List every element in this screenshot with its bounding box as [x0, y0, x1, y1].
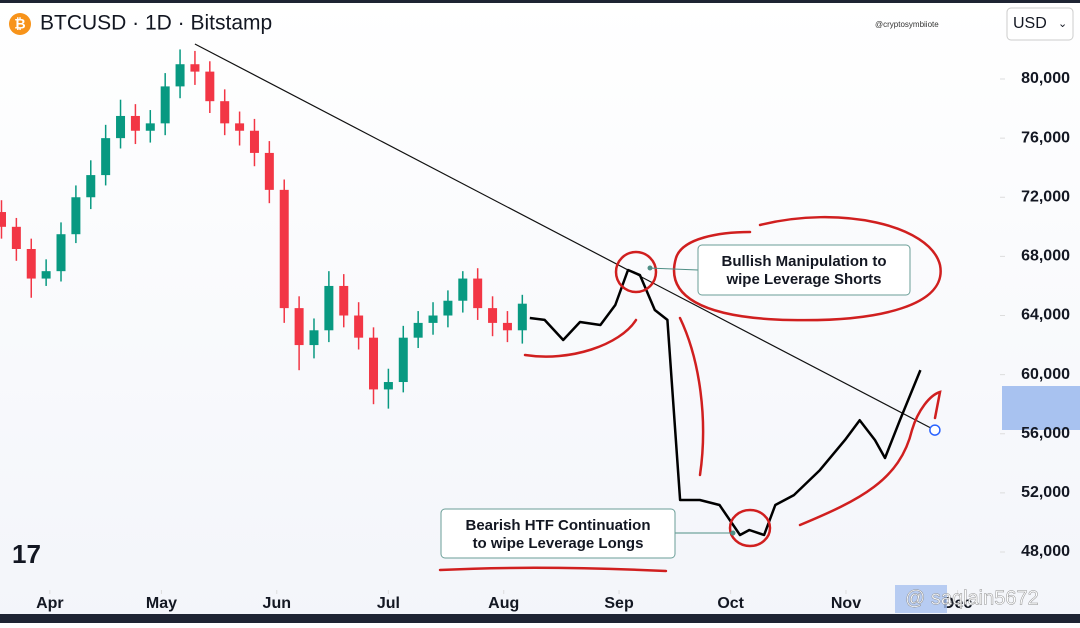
currency-select[interactable] — [1006, 7, 1074, 41]
plot: 48,000 52,000 56,000 60,000 64,000 68,000 72,0… — [0, 43, 1070, 612]
tv-logo: 17 — [12, 539, 41, 569]
candle-body — [101, 138, 111, 176]
candle-body — [502, 322, 512, 331]
y-tick-label: 64,000 — [1021, 307, 1070, 324]
y-tick-label: 68,000 — [1021, 248, 1070, 265]
x-tick-label: Apr — [36, 595, 64, 612]
candle-body — [473, 278, 483, 309]
time-marker — [895, 585, 947, 613]
candle-body — [160, 86, 170, 124]
candle-body — [279, 189, 289, 309]
candle-body — [56, 234, 66, 272]
candle-body — [145, 123, 155, 131]
candle-body — [294, 308, 304, 346]
annotation-dot — [647, 265, 653, 271]
candle-body — [458, 278, 468, 301]
candle-body — [264, 152, 274, 190]
candle-body — [205, 71, 215, 102]
candle-body — [309, 330, 319, 346]
candle-body — [249, 130, 259, 153]
trendline — [194, 43, 936, 431]
dropdown-arrow: ⌄ — [1058, 18, 1067, 30]
annotation-text: wipe Leverage Shorts — [725, 271, 881, 288]
red-underline — [523, 318, 638, 358]
candle-body — [41, 271, 51, 279]
x-tick-label: Oct — [717, 595, 744, 612]
red-stroke — [798, 390, 942, 527]
footer-watermark: @ saqlain5672 — [905, 587, 1039, 609]
y-tick-label: 48,000 — [1021, 543, 1070, 560]
candle-body — [220, 101, 230, 124]
y-tick-label: 80,000 — [1021, 70, 1070, 87]
red-ellipse — [672, 215, 942, 322]
candle-body — [354, 315, 364, 338]
projection-path — [529, 268, 922, 537]
annotation-text: Bearish HTF Continuation — [466, 517, 651, 534]
candle-body — [0, 212, 6, 227]
currency-label: USD — [1013, 15, 1047, 32]
red-underline — [438, 566, 668, 573]
x-tick-label: Dec — [943, 595, 972, 612]
candle-body — [86, 175, 96, 198]
candle-body — [369, 337, 379, 390]
y-tick-label: 56,000 — [1021, 425, 1070, 442]
candle-body — [324, 285, 334, 331]
annotation-text: to wipe Leverage Longs — [473, 535, 644, 552]
x-tick-label: Jul — [377, 595, 400, 612]
x-tick-label: Jun — [263, 595, 291, 612]
candle-body — [488, 308, 498, 323]
x-tick-label: May — [146, 595, 177, 612]
annotation-box — [440, 508, 676, 559]
x-tick-label: Sep — [604, 595, 634, 612]
btc-icon — [9, 13, 31, 35]
candle-body — [130, 115, 140, 131]
title: BTCUSD · 1D · Bitstamp — [40, 12, 272, 35]
candle-body — [339, 285, 349, 316]
candle-body — [175, 64, 185, 87]
watermark: @cryptosymbiiote — [875, 20, 939, 29]
annotation-connector — [647, 267, 699, 271]
candle-body — [11, 226, 21, 249]
top-border — [0, 0, 1080, 3]
annotation-text: Bullish Manipulation to — [722, 253, 887, 270]
candle-body — [517, 303, 527, 331]
bottom-border — [0, 614, 1080, 623]
y-tick-label: 60,000 — [1021, 366, 1070, 383]
candle-body — [235, 123, 245, 131]
y-tick-label: 76,000 — [1021, 129, 1070, 146]
candle-body — [428, 315, 438, 323]
red-stroke — [678, 316, 705, 477]
annotation-box — [697, 244, 911, 296]
red-circle — [728, 508, 772, 548]
y-tick-label: 72,000 — [1021, 188, 1070, 205]
candle-body — [443, 300, 453, 316]
trendline-handle — [929, 424, 941, 436]
annotation-dot — [730, 530, 736, 536]
candle-body — [116, 115, 126, 139]
price-marker — [1002, 386, 1080, 430]
candle-body — [71, 197, 81, 235]
y-tick-label: 52,000 — [1021, 484, 1070, 501]
candle-body — [26, 248, 36, 279]
btc-symbol: ₿ — [14, 16, 25, 32]
x-tick-label: Aug — [488, 595, 519, 612]
candle-body — [383, 382, 393, 390]
candle-body — [398, 337, 408, 383]
red-circle — [614, 250, 658, 294]
candle-body — [413, 322, 423, 338]
candle-body — [190, 64, 200, 72]
x-tick-label: Nov — [831, 595, 861, 612]
